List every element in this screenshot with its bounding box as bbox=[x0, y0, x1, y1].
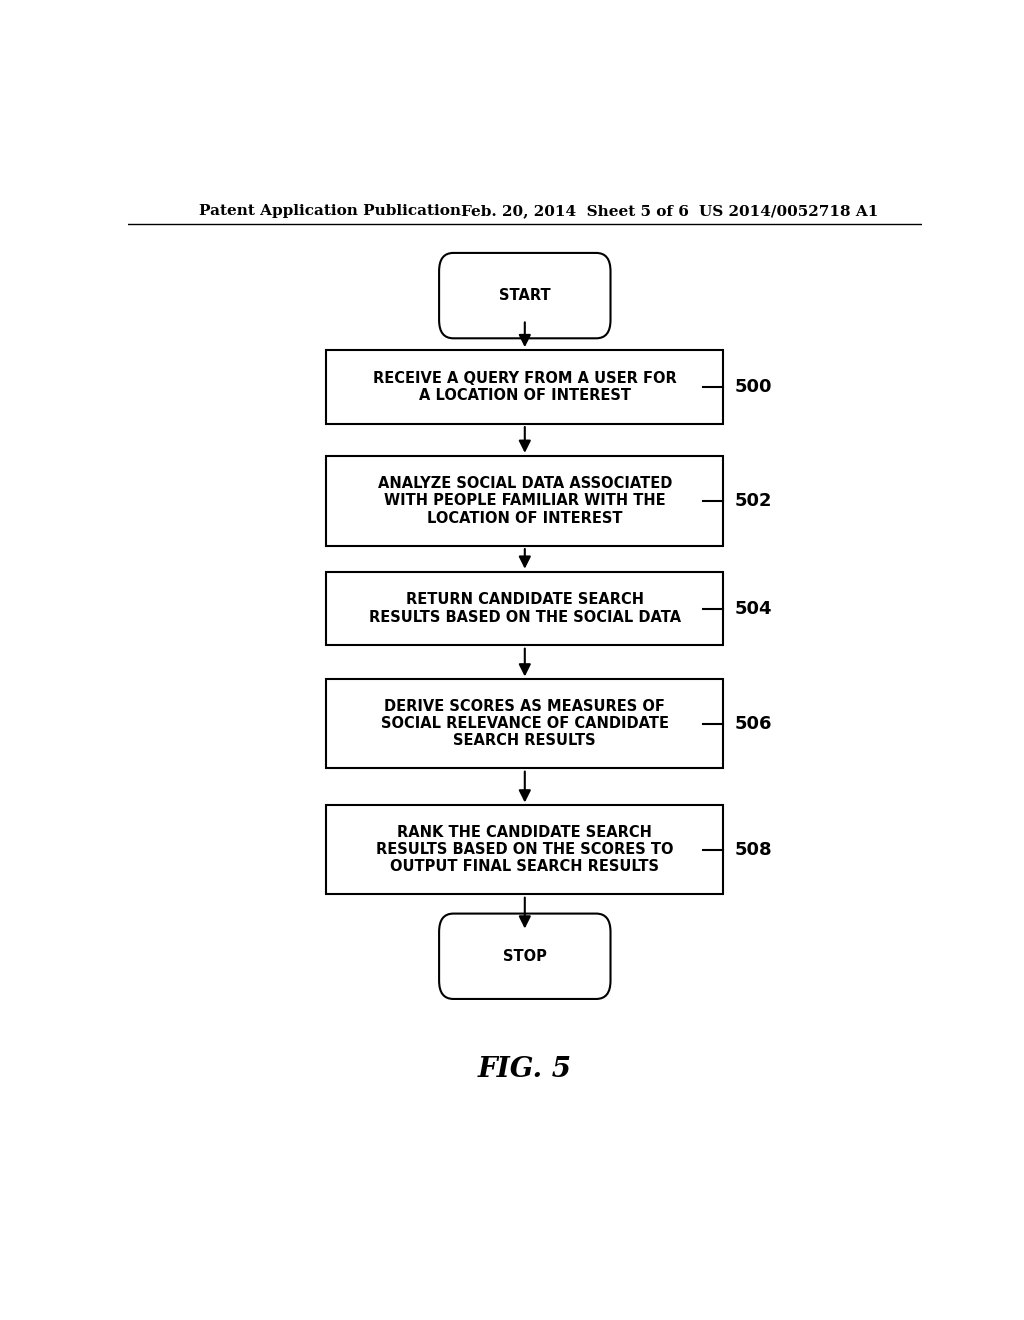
Text: RECEIVE A QUERY FROM A USER FOR
A LOCATION OF INTEREST: RECEIVE A QUERY FROM A USER FOR A LOCATI… bbox=[373, 371, 677, 404]
FancyBboxPatch shape bbox=[327, 351, 723, 424]
Text: RANK THE CANDIDATE SEARCH
RESULTS BASED ON THE SCORES TO
OUTPUT FINAL SEARCH RES: RANK THE CANDIDATE SEARCH RESULTS BASED … bbox=[376, 825, 674, 874]
Text: STOP: STOP bbox=[503, 949, 547, 964]
Text: 506: 506 bbox=[735, 714, 772, 733]
Text: 500: 500 bbox=[735, 378, 772, 396]
Text: DERIVE SCORES AS MEASURES OF
SOCIAL RELEVANCE OF CANDIDATE
SEARCH RESULTS: DERIVE SCORES AS MEASURES OF SOCIAL RELE… bbox=[381, 698, 669, 748]
FancyBboxPatch shape bbox=[439, 913, 610, 999]
Text: US 2014/0052718 A1: US 2014/0052718 A1 bbox=[699, 205, 879, 218]
Text: Feb. 20, 2014  Sheet 5 of 6: Feb. 20, 2014 Sheet 5 of 6 bbox=[461, 205, 689, 218]
FancyBboxPatch shape bbox=[327, 457, 723, 545]
Text: RETURN CANDIDATE SEARCH
RESULTS BASED ON THE SOCIAL DATA: RETURN CANDIDATE SEARCH RESULTS BASED ON… bbox=[369, 593, 681, 624]
Text: 504: 504 bbox=[735, 599, 772, 618]
Text: 508: 508 bbox=[735, 841, 773, 858]
Text: FIG. 5: FIG. 5 bbox=[478, 1056, 571, 1084]
Text: 502: 502 bbox=[735, 492, 772, 510]
FancyBboxPatch shape bbox=[327, 805, 723, 894]
Text: Patent Application Publication: Patent Application Publication bbox=[200, 205, 462, 218]
FancyBboxPatch shape bbox=[439, 253, 610, 338]
FancyBboxPatch shape bbox=[327, 678, 723, 768]
Text: START: START bbox=[499, 288, 551, 304]
Text: ANALYZE SOCIAL DATA ASSOCIATED
WITH PEOPLE FAMILIAR WITH THE
LOCATION OF INTERES: ANALYZE SOCIAL DATA ASSOCIATED WITH PEOP… bbox=[378, 477, 672, 525]
FancyBboxPatch shape bbox=[327, 572, 723, 645]
